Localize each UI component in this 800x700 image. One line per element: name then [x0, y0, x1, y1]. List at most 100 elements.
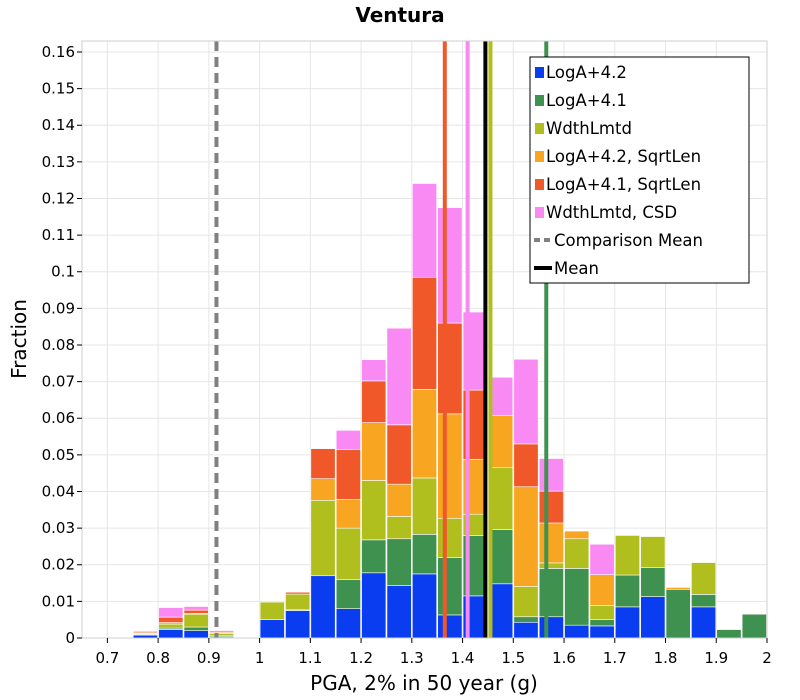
bar-segment-wdthlmtd [361, 480, 387, 541]
bar-segment-wdthlmtd [538, 562, 564, 569]
bar-segment-loga-4-1 [691, 594, 717, 608]
x-tick-label: 1.5 [501, 649, 525, 667]
x-tick-label: 1.1 [298, 649, 322, 667]
bar-segment-loga-4-2-sqrtlen [412, 389, 437, 479]
bar-segment-wdthlmtd [335, 527, 361, 580]
bar-segment-loga-4-1 [386, 538, 412, 586]
y-tick-label: 0.07 [42, 373, 75, 391]
y-tick-label: 0.11 [42, 226, 75, 244]
bar-segment-loga-4-1-sqrtlen [285, 591, 311, 595]
bar-segment-loga-4-1-sqrtlen [361, 380, 387, 423]
y-tick-label: 0.01 [42, 592, 75, 610]
bar-segment-loga-4-1 [488, 529, 514, 585]
bar-segment-loga-4-2 [285, 610, 311, 639]
x-tick-label: 1.7 [603, 649, 627, 667]
bar-segment-loga-4-2 [386, 585, 412, 639]
bar-segment-loga-4-2-sqrtlen [488, 415, 514, 468]
y-tick-label: 0.06 [42, 409, 75, 427]
bar-segment-wdthlmtd-csd [209, 630, 235, 632]
x-tick-label: 2 [762, 649, 772, 667]
bar-segment-loga-4-1 [183, 626, 209, 631]
bar-segment-wdthlmtd [310, 499, 336, 577]
bar-segment-wdthlmtd [437, 517, 463, 558]
y-tick-label: 0.15 [42, 80, 75, 98]
legend-label: WdthLmtd [546, 119, 632, 138]
bar-segment-loga-4-1-sqrtlen [538, 490, 564, 524]
bar-segment-loga-4-2-sqrtlen [564, 530, 590, 540]
legend: LogA+4.2 LogA+4.1 WdthLmtd LogA+4.2, SqrtLe… [529, 56, 750, 284]
bar-segment-loga-4-2-sqrtlen [335, 499, 361, 529]
bar-segment-wdthlmtd-csd [158, 607, 184, 618]
bar-segment-wdthlmtd [640, 536, 666, 568]
bar-segment-loga-4-2-sqrtlen [589, 574, 615, 606]
bar-segment-wdthlmtd [513, 586, 539, 618]
bar-segment-wdthlmtd [183, 613, 209, 628]
bar-segment-loga-4-1 [538, 568, 564, 618]
bar-segment-loga-4-1 [716, 629, 742, 639]
bar-segment-loga-4-1 [614, 574, 640, 608]
bar-segment-loga-4-2-sqrtlen [361, 422, 387, 481]
bar-segment-wdthlmtd-csd [538, 458, 564, 492]
bar-segment-wdthlmtd [209, 633, 235, 637]
bar-segment-wdthlmtd-csd [589, 543, 615, 575]
x-axis-title: PGA, 2% in 50 year (g) [310, 671, 538, 695]
bar-segment-loga-4-2 [361, 572, 387, 639]
bar-segment-loga-4-2 [513, 621, 539, 639]
bar-segment-loga-4-1 [412, 534, 437, 575]
bar-segment-loga-4-1-sqrtlen [310, 448, 336, 479]
legend-swatch [535, 151, 544, 162]
legend-label: LogA+4.2, SqrtLen [546, 147, 701, 166]
bar-segment-loga-4-1 [564, 568, 590, 626]
bar-segment-wdthlmtd-csd [183, 606, 209, 611]
bar-segment-loga-4-1 [513, 616, 539, 623]
y-tick-label: 0.12 [42, 189, 75, 207]
legend-label: Comparison Mean [554, 231, 703, 250]
bar-segment-loga-4-1 [437, 557, 463, 616]
bar-segment-wdthlmtd [386, 516, 412, 540]
y-tick-label: 0.04 [42, 482, 75, 500]
bar-segment-wdthlmtd [691, 562, 717, 595]
y-axis-title: Fraction [7, 299, 31, 379]
bar-segment-wdthlmtd-csd [412, 183, 437, 278]
bar-segment-wdthlmtd-csd [335, 430, 361, 450]
x-tick-label: 0.7 [95, 649, 119, 667]
y-axis-ticks: 0 0.01 0.02 0.03 0.04 0.05 0.06 0.07 0.08 0.09 0.1… [42, 43, 82, 647]
legend-box [529, 56, 750, 284]
bar-segment-loga-4-2 [691, 606, 717, 639]
y-tick-label: 0.16 [42, 43, 75, 61]
bar-segment-loga-4-2 [158, 629, 184, 639]
bar-segment-loga-4-2 [412, 573, 437, 639]
bar-segment-loga-4-2 [335, 608, 361, 639]
mean-lines [214, 41, 549, 638]
bar-segment-wdthlmtd-csd [437, 207, 463, 324]
x-tick-label: 1 [255, 649, 265, 667]
bar-segment-loga-4-1-sqrtlen [412, 276, 437, 390]
bar-segment-wdthlmtd [158, 623, 184, 629]
bar-segment-loga-4-1 [665, 588, 691, 639]
x-tick-label: 1.6 [552, 649, 576, 667]
bar-segment-wdthlmtd [285, 593, 311, 611]
bar-segment-loga-4-1 [361, 539, 387, 574]
x-tick-label: 0.8 [146, 649, 170, 667]
legend-swatch [535, 207, 544, 218]
bar-segment-wdthlmtd-csd [361, 359, 387, 382]
x-axis-ticks: 0.7 0.8 0.9 1 1.1 1.2 1.3 1.4 1.5 1.6 1.7 1.8 1.9 2 [95, 638, 772, 667]
bar-segment-loga-4-2 [488, 583, 514, 639]
bar-segment-loga-4-2-sqrtlen [437, 413, 463, 519]
legend-swatch [535, 179, 544, 190]
legend-label: Mean [554, 259, 599, 278]
x-tick-label: 0.9 [197, 649, 221, 667]
bar-segment-loga-4-1 [741, 613, 767, 639]
bar-segment-wdthlmtd-csd [386, 327, 412, 426]
bar-segment-wdthlmtd-csd [513, 358, 539, 445]
x-tick-label: 1.2 [349, 649, 373, 667]
x-tick-label: 1.9 [704, 649, 728, 667]
x-tick-label: 1.8 [654, 649, 678, 667]
bar-segment-loga-4-1-sqrtlen [437, 322, 463, 415]
chart-title: Ventura [355, 3, 444, 27]
bar-segment-loga-4-2 [564, 624, 590, 639]
y-tick-label: 0.02 [42, 556, 75, 574]
bar-segment-loga-4-2 [259, 619, 285, 639]
legend-label: WdthLmtd, CSD [546, 203, 677, 222]
